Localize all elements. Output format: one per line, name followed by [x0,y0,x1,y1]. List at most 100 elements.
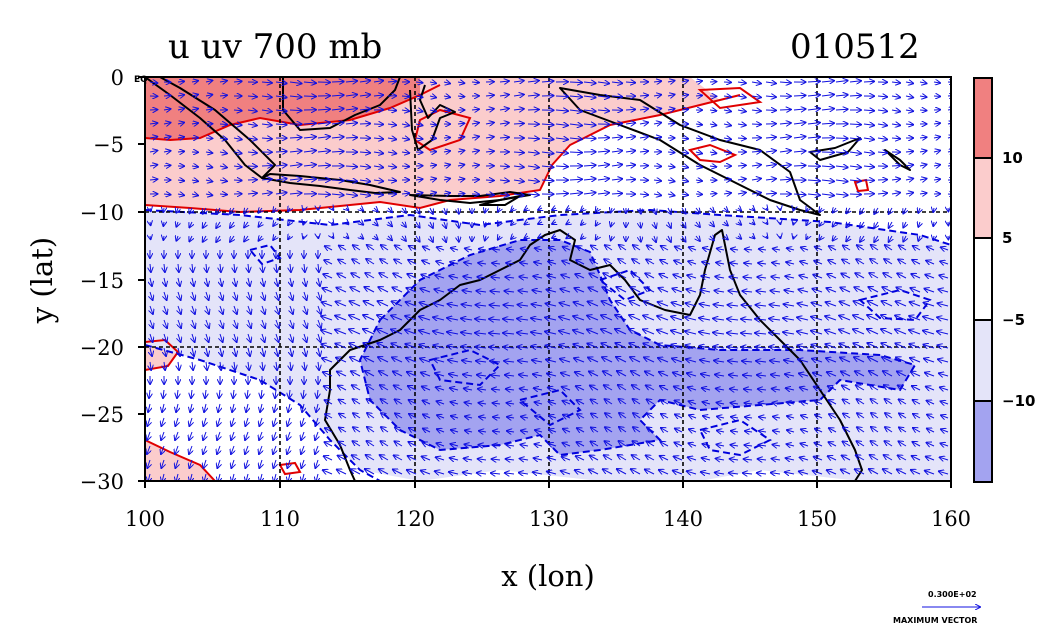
wind-vector [538,236,542,238]
wind-vector [616,301,627,307]
wind-vector [203,235,206,242]
wind-vector [910,288,921,292]
wind-vector [351,273,361,279]
wind-vector [765,165,776,167]
wind-vector [576,260,585,264]
wind-vector [191,123,198,124]
wind-vector [770,305,781,306]
wind-vector [709,110,716,111]
wind-vector [402,208,406,213]
wind-vector [672,303,683,307]
wind-vector [477,277,487,278]
wind-vector [524,208,528,210]
wind-vector [871,245,879,251]
wind-vector [189,236,192,241]
wind-vector [248,305,251,314]
wind-vector [164,305,167,314]
wind-vector [493,249,501,250]
wind-vector [220,263,221,272]
wind-vector [331,194,344,195]
wind-vector [261,193,272,194]
wind-vector [882,287,893,293]
wind-vector [813,275,823,278]
wind-vector [807,137,820,138]
wind-vector [583,179,596,180]
wind-vector [800,261,809,264]
wind-vector [784,304,795,306]
wind-vector [833,236,836,241]
wind-vector [499,109,509,111]
wind-vector [541,81,554,82]
wind-vector [476,291,487,292]
wind-vector [485,194,494,195]
wind-vector [603,273,613,279]
wind-vector [686,303,697,306]
wind-vector [177,137,184,138]
wind-vector [933,222,934,226]
wind-vector [899,245,907,250]
wind-vector [259,208,263,213]
wind-vector [401,193,409,194]
wind-vector [534,262,543,264]
wind-vector [402,236,406,241]
wind-vector [388,236,392,240]
wind-vector [737,179,746,180]
wind-vector [359,81,370,83]
wind-vector [448,304,459,306]
x-tick-label: 160 [931,507,971,531]
wind-vector [434,289,445,292]
wind-vector [597,193,609,194]
wind-vector [177,180,184,181]
wind-vector [248,291,251,300]
wind-vector [555,96,568,97]
wind-vector [350,287,361,293]
wind-vector [288,222,290,225]
wind-vector [261,96,272,97]
wind-vector [233,180,242,181]
wind-vector [273,208,276,212]
wind-vector [511,222,514,225]
wind-vector [596,222,598,226]
wind-vector [695,95,702,96]
wind-vector [513,152,524,153]
wind-vector [420,289,431,293]
wind-vector [668,235,671,242]
wind-vector [933,165,940,166]
wind-vector [471,123,479,124]
wind-vector [709,194,716,195]
wind-vector [812,289,823,292]
wind-vector [905,151,913,152]
wind-vector [205,81,212,83]
wind-vector [889,221,892,228]
wind-vector [458,235,459,242]
wind-vector [220,277,222,286]
wind-vector [646,259,655,264]
wind-vector [275,165,287,166]
wind-vector [448,290,459,292]
wind-vector [710,222,714,226]
wind-vector [714,305,725,307]
wind-vector [247,96,257,97]
wind-vector [709,166,716,167]
wind-vector [318,263,319,272]
wind-vector [511,208,514,211]
wind-vector [840,288,851,293]
wind-vector [360,236,363,239]
wind-vector [485,137,494,138]
wind-vector [766,236,768,238]
wind-vector [457,123,464,124]
wind-vector [533,276,543,278]
wind-vector [667,166,675,167]
wind-vector [331,82,344,83]
wind-vector [485,222,486,227]
wind-vector [393,273,403,279]
wind-vector [709,138,716,140]
wind-vector [233,110,242,111]
vector-key-label: MAXIMUM VECTOR [893,616,977,625]
wind-vector [457,179,464,180]
wind-vector [751,179,761,181]
wind-vector [247,152,257,153]
wind-vector [443,179,450,181]
wind-vector [163,222,164,226]
wind-vector [696,236,700,241]
